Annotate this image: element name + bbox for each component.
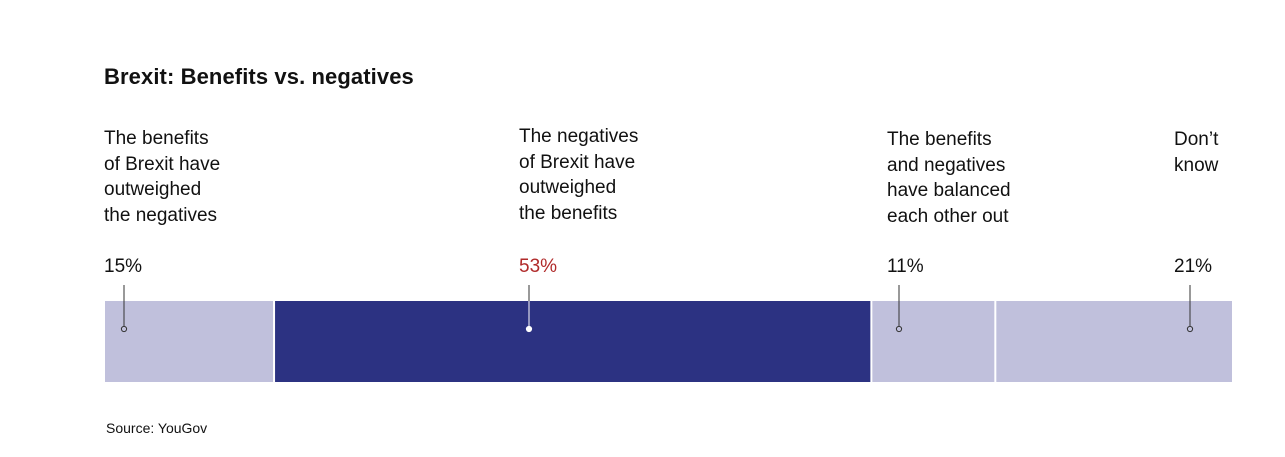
value-label-balanced: 11% (887, 256, 924, 277)
value-label-negatives: 53% (519, 256, 558, 277)
category-label-balanced: The benefits and negatives have balanced… (887, 129, 1011, 227)
category-label-dont-know: Don’t know (1174, 129, 1219, 176)
bar-segment-dont-know (995, 301, 1232, 382)
chart-title: Brexit: Benefits vs. negatives (104, 64, 414, 89)
value-label-dont-know: 21% (1174, 256, 1213, 277)
bar-segment-benefits (105, 301, 275, 382)
category-label-negatives: The negatives of Brexit have outweighed … (519, 126, 639, 224)
marker-dot-dont-know (1186, 325, 1194, 333)
category-label-benefits: The benefits of Brexit have outweighed t… (104, 128, 221, 226)
source-note: Source: YouGov (106, 420, 208, 436)
marker-dot-balanced (895, 325, 903, 333)
marker-dot-benefits (120, 325, 128, 333)
bar-segment-balanced (871, 301, 996, 382)
marker-dot-negatives (525, 325, 533, 333)
bar-segment-negatives (274, 301, 872, 382)
value-label-benefits: 15% (104, 256, 143, 277)
